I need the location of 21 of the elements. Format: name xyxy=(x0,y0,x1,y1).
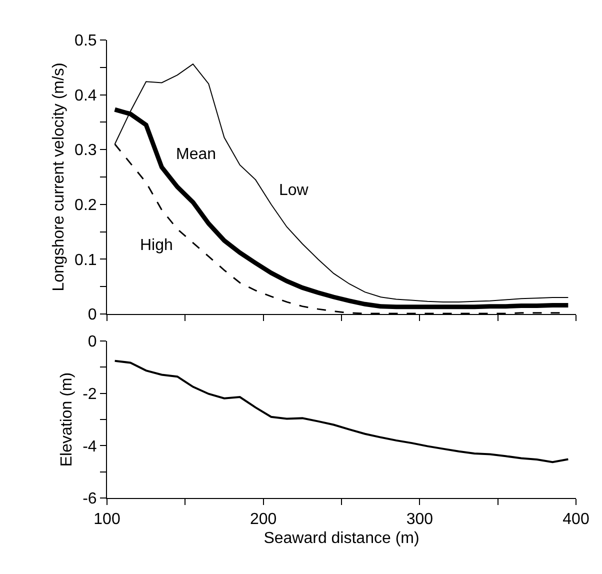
y-tick-label: 0 xyxy=(88,306,97,324)
y-tick-label: -6 xyxy=(82,490,97,508)
y-tick-label: 0.1 xyxy=(74,252,97,269)
y-tick-label: -2 xyxy=(82,386,97,403)
x-tick-label: 200 xyxy=(250,511,277,528)
series-label: Mean xyxy=(176,146,216,163)
x-axis-title: Seaward distance (m) xyxy=(264,530,420,547)
series-label: High xyxy=(140,237,173,254)
y-tick-label: 0.3 xyxy=(74,142,97,160)
y-tick-label: 0.4 xyxy=(74,87,97,104)
x-tick-label: 100 xyxy=(94,511,120,528)
y-tick-label: -4 xyxy=(82,438,97,456)
y-axis-title: Longshore current velocity (m/s) xyxy=(50,62,68,292)
y-axis-title: Elevation (m) xyxy=(58,372,76,467)
y-tick-label: 0.2 xyxy=(74,197,97,214)
line-series xyxy=(114,360,570,464)
series-label: Low xyxy=(279,182,309,199)
x-tick-label: 400 xyxy=(562,511,590,528)
x-tick-label: 300 xyxy=(406,511,434,528)
y-tick-label: 0.5 xyxy=(74,32,97,50)
y-tick-label: 0 xyxy=(88,334,97,351)
